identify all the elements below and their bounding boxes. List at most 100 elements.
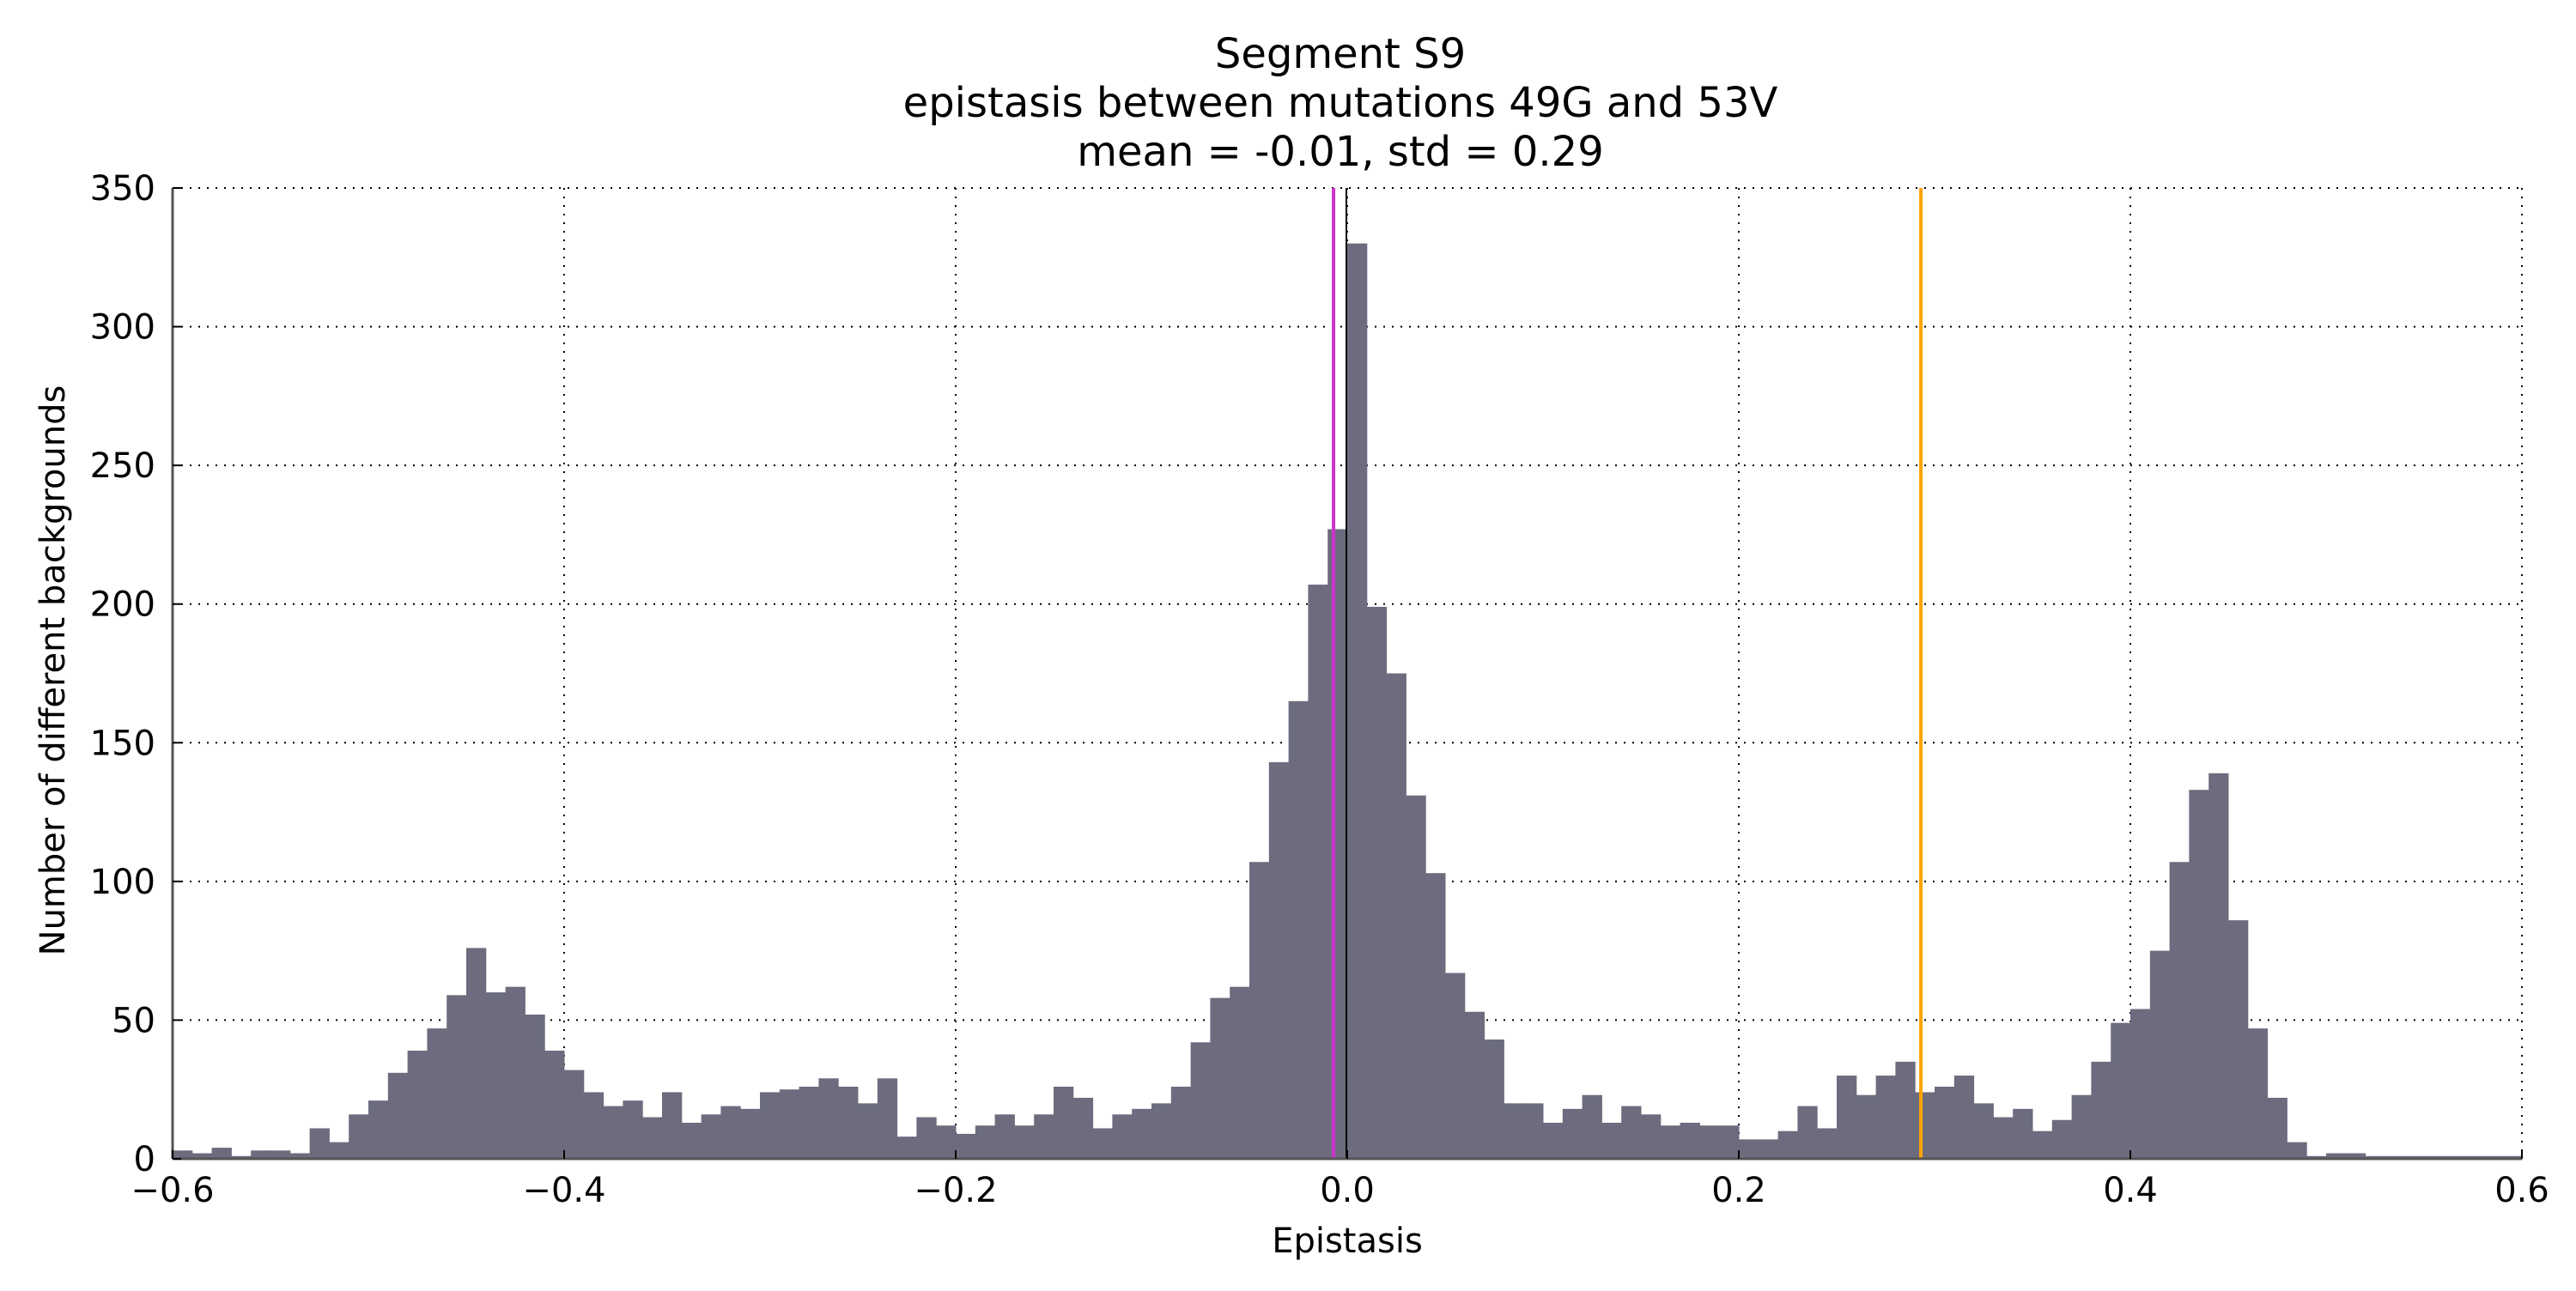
histogram-bar	[681, 1122, 702, 1159]
histogram-bar	[1758, 1139, 1779, 1159]
chart-title: Segment S9	[1215, 30, 1466, 78]
y-tick-label: 100	[90, 863, 155, 902]
histogram-bar	[1484, 1039, 1504, 1159]
histogram-bar	[407, 1050, 428, 1159]
histogram-bar	[2247, 1028, 2269, 1159]
histogram-bar	[1347, 243, 1368, 1160]
y-tick-label: 350	[90, 169, 155, 209]
histogram-bar	[1777, 1130, 1798, 1159]
y-axis-label: Number of different backgrounds	[33, 385, 73, 956]
text-layer: Segment S9 epistasis between mutations 4…	[33, 30, 1777, 1261]
histogram-bar	[2189, 790, 2209, 1159]
histogram-bar	[1327, 529, 1348, 1159]
histogram-bar	[2149, 950, 2171, 1159]
histogram-bar	[231, 1155, 252, 1159]
histogram-bar	[251, 1150, 271, 1159]
y-tick-label: 150	[90, 724, 155, 763]
histogram-bar	[720, 1106, 741, 1159]
histogram-bar	[799, 1086, 819, 1159]
histogram-bar	[1915, 1092, 1935, 1159]
histogram-bar	[270, 1150, 291, 1159]
y-tick-label: 200	[90, 585, 155, 625]
histogram-bar	[623, 1100, 643, 1159]
histogram-bar	[1660, 1125, 1681, 1159]
histogram-bar	[2228, 920, 2249, 1159]
x-tick-label: 0.0	[1320, 1171, 1375, 1210]
histogram-bar	[2071, 1094, 2092, 1159]
histogram-bar	[1973, 1103, 1994, 1159]
histogram-bar	[583, 1092, 605, 1159]
histogram-bar	[701, 1114, 721, 1159]
histogram-bar	[173, 1150, 193, 1159]
histogram-bar	[466, 948, 487, 1159]
histogram-bar	[896, 1136, 917, 1159]
histogram-bar	[447, 995, 467, 1159]
histogram-bar	[916, 1117, 937, 1159]
histogram-bar	[1170, 1086, 1192, 1159]
histogram-bar	[1445, 973, 1466, 1159]
histogram-bar	[544, 1050, 565, 1159]
histogram-bar	[2287, 1142, 2307, 1159]
histogram-bar	[2385, 1155, 2405, 1159]
histogram-bar	[858, 1103, 878, 1159]
histogram-bar	[2502, 1155, 2523, 1159]
x-tick-label: −0.4	[522, 1171, 605, 1210]
histogram-bar	[994, 1114, 1015, 1159]
histogram-bar	[1875, 1076, 1896, 1159]
histogram-bar	[662, 1092, 683, 1159]
histogram-bar	[1268, 761, 1290, 1159]
histogram-bar	[1504, 1103, 1524, 1159]
histogram-bar	[603, 1106, 623, 1159]
histogram-bar	[1190, 1042, 1211, 1159]
histogram-bar	[2306, 1155, 2327, 1159]
histogram-bar	[877, 1078, 898, 1159]
histogram-bar	[936, 1125, 957, 1159]
histogram-bar	[349, 1114, 369, 1159]
histogram-bar	[1366, 606, 1388, 1159]
chart-stats-subtitle: mean = -0.01, std = 0.29	[1077, 128, 1603, 176]
histogram-bar	[1132, 1108, 1152, 1159]
histogram-bar	[2013, 1108, 2033, 1159]
histogram-bar	[1112, 1114, 1133, 1159]
histogram-bar	[2326, 1153, 2347, 1159]
histogram-bar	[485, 992, 507, 1159]
histogram-bar	[1230, 986, 1250, 1159]
histogram-bar	[211, 1148, 232, 1159]
histogram-bar	[1895, 1061, 1916, 1159]
histogram-bar	[289, 1153, 311, 1159]
histogram-bar	[564, 1070, 585, 1159]
histogram-bar	[1817, 1128, 1838, 1159]
histogram-bar	[1210, 997, 1230, 1159]
axis-layer: −0.6 −0.4 −0.2 0.0 0.2 0.4 0.6 0 50 100 150 200 250 3…	[90, 169, 2549, 1210]
histogram-bar	[505, 986, 526, 1159]
x-axis-label: Epistasis	[1272, 1221, 1423, 1261]
histogram-bar	[1856, 1094, 1877, 1159]
histogram-bar	[1464, 1011, 1485, 1159]
histogram-bar	[1680, 1122, 1700, 1159]
histogram-bar	[2032, 1130, 2053, 1159]
x-tick-label: −0.6	[131, 1171, 214, 1210]
histogram-bar	[760, 1092, 781, 1159]
y-tick-label: 250	[90, 446, 155, 486]
chart-subtitle: epistasis between mutations 49G and 53V	[903, 79, 1778, 127]
histogram-bar	[1601, 1122, 1622, 1159]
x-tick-label: 0.6	[2494, 1171, 2549, 1210]
histogram-bar	[1837, 1076, 1857, 1159]
histogram-bar	[1582, 1094, 1602, 1159]
y-tick-label: 0	[134, 1140, 155, 1179]
histogram-bar	[1739, 1139, 1759, 1159]
x-tick-label: −0.2	[914, 1171, 997, 1210]
histogram-bar	[2424, 1155, 2445, 1159]
y-tick-label: 50	[112, 1001, 155, 1040]
histogram-bar	[1308, 585, 1328, 1159]
histogram-bar	[2345, 1153, 2366, 1159]
histogram-bar	[2443, 1155, 2464, 1159]
histogram-bar	[2169, 862, 2190, 1159]
histogram-bar	[975, 1125, 996, 1159]
histogram-bar	[956, 1133, 976, 1159]
y-tick-label: 300	[90, 308, 155, 348]
histogram-bar	[2365, 1155, 2385, 1159]
x-tick-label: 0.4	[2103, 1171, 2158, 1210]
histogram-bar	[1543, 1122, 1564, 1159]
histogram-bar	[1523, 1103, 1544, 1159]
